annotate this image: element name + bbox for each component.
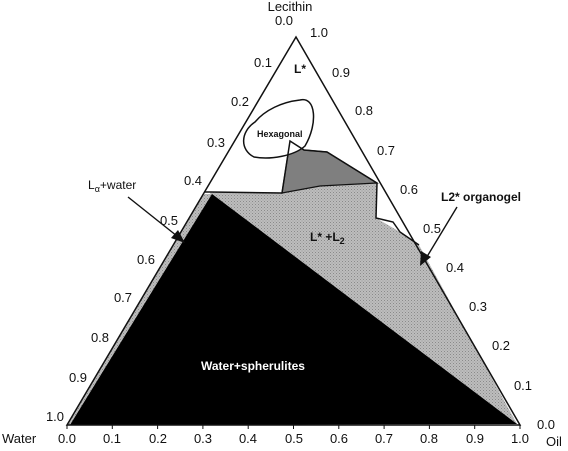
bottom-axis-labels: 0.0 0.1 0.2 0.3 0.4 0.5 0.6 0.7 0.8 0.9 …: [58, 431, 529, 446]
right-tick-label: 0.6: [400, 182, 418, 197]
right-tick-label: 0.1: [514, 378, 532, 393]
bottom-tick-marks: [66, 425, 521, 429]
region-label-l-star: L*: [294, 62, 306, 76]
callout-l2-arrowhead: [420, 251, 431, 266]
right-tick-label: 0.9: [332, 65, 350, 80]
bottom-tick-label: 0.7: [375, 431, 393, 446]
corner-label-water: Water: [2, 431, 37, 446]
left-tick-label: 0.0: [275, 13, 293, 28]
bottom-tick-label: 1.0: [511, 431, 529, 446]
bottom-tick-label: 0.5: [285, 431, 303, 446]
bottom-tick-label: 0.2: [149, 431, 167, 446]
left-tick-label: 1.0: [46, 409, 64, 424]
callout-lalpha-water: Lα+water: [88, 178, 136, 194]
hexagonal-region: [242, 99, 315, 159]
callout-lalpha-sub: α: [95, 184, 100, 194]
lalpha-water-region: [67, 194, 212, 425]
region-label-hexagonal: Hexagonal: [257, 129, 303, 139]
left-tick-label: 0.6: [137, 252, 155, 267]
corner-label-lecithin: Lecithin: [268, 0, 313, 14]
left-tick-label: 0.7: [114, 290, 132, 305]
region-label-l-star-l2-sub: 2: [340, 236, 345, 246]
bottom-tick-label: 0.6: [330, 431, 348, 446]
right-tick-label: 0.5: [423, 221, 441, 236]
left-axis-labels: 0.0 0.1 0.2 0.3 0.4 0.5 0.6 0.7 0.8 0.9 …: [46, 13, 293, 424]
bottom-tick-label: 0.4: [239, 431, 257, 446]
left-tick-label: 0.1: [254, 55, 272, 70]
callout-lalpha-arrowhead: [171, 230, 185, 243]
bottom-tick-label: 0.9: [466, 431, 484, 446]
right-axis-labels: 1.0 0.9 0.8 0.7 0.6 0.5 0.4 0.3 0.2 0.1 …: [310, 25, 555, 432]
bottom-tick-label: 0.3: [194, 431, 212, 446]
callout-l2-arrow-line: [424, 206, 458, 261]
region-label-water-spherulites: Water+spherulites: [201, 359, 305, 373]
callout-lalpha-suffix: +water: [100, 178, 136, 192]
callout-lalpha-arrow-line: [127, 196, 183, 241]
corner-label-oil: Oil: [546, 434, 562, 449]
bottom-tick-label: 0.8: [420, 431, 438, 446]
region-label-l-star-l2-main: L* +L: [310, 230, 340, 244]
right-tick-label: 1.0: [310, 25, 328, 40]
left-tick-label: 0.8: [91, 330, 109, 345]
bottom-tick-label: 0.1: [103, 431, 121, 446]
left-tick-label: 0.4: [184, 173, 202, 188]
callout-lalpha-prefix: L: [88, 178, 95, 192]
right-tick-label: 0.8: [355, 103, 373, 118]
bottom-tick-label: 0.0: [58, 431, 76, 446]
region-label-l-star-l2: L* +L2: [310, 230, 345, 246]
left-tick-label: 0.5: [160, 213, 178, 228]
right-tick-label: 0.4: [446, 260, 464, 275]
right-tick-label: 0.0: [537, 417, 555, 432]
left-tick-label: 0.2: [231, 94, 249, 109]
water-spherulites-region: [70, 194, 517, 425]
right-tick-label: 0.3: [469, 299, 487, 314]
right-tick-label: 0.2: [492, 338, 510, 353]
left-tick-label: 0.3: [207, 135, 225, 150]
right-tick-label: 0.7: [377, 143, 395, 158]
callout-l2-organogel: L2* organogel: [441, 190, 521, 204]
left-tick-label: 0.9: [69, 370, 87, 385]
l-star-boundary: [204, 139, 420, 246]
